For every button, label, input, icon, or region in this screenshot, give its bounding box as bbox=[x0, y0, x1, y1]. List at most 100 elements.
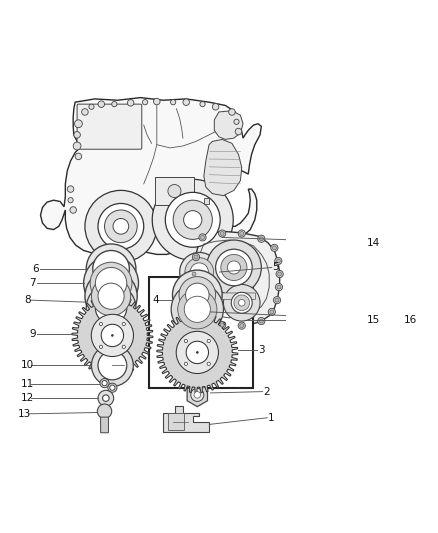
Circle shape bbox=[272, 246, 276, 250]
Circle shape bbox=[275, 257, 282, 264]
FancyBboxPatch shape bbox=[204, 198, 209, 204]
Text: 11: 11 bbox=[21, 379, 34, 390]
Polygon shape bbox=[157, 312, 238, 393]
Circle shape bbox=[195, 306, 199, 310]
Text: 15: 15 bbox=[367, 315, 380, 325]
Circle shape bbox=[277, 285, 281, 289]
Circle shape bbox=[113, 219, 129, 234]
Circle shape bbox=[184, 362, 187, 366]
Circle shape bbox=[74, 120, 82, 128]
Circle shape bbox=[201, 236, 205, 239]
Circle shape bbox=[238, 300, 245, 306]
Circle shape bbox=[258, 235, 265, 243]
Circle shape bbox=[186, 341, 208, 364]
Circle shape bbox=[234, 295, 250, 311]
Circle shape bbox=[95, 292, 127, 324]
Circle shape bbox=[192, 253, 200, 261]
Circle shape bbox=[240, 231, 244, 236]
Text: 10: 10 bbox=[21, 360, 34, 370]
Circle shape bbox=[86, 244, 136, 294]
Circle shape bbox=[186, 259, 212, 285]
Circle shape bbox=[200, 101, 205, 107]
FancyBboxPatch shape bbox=[77, 104, 142, 149]
Circle shape bbox=[212, 103, 219, 110]
Circle shape bbox=[190, 263, 208, 281]
Circle shape bbox=[259, 319, 263, 323]
FancyBboxPatch shape bbox=[168, 413, 184, 430]
Circle shape bbox=[85, 270, 137, 322]
Circle shape bbox=[184, 340, 187, 343]
Circle shape bbox=[207, 362, 210, 366]
Circle shape bbox=[221, 254, 247, 280]
Polygon shape bbox=[214, 111, 243, 140]
Circle shape bbox=[89, 104, 94, 109]
Circle shape bbox=[101, 324, 124, 346]
Circle shape bbox=[165, 192, 220, 247]
Circle shape bbox=[68, 198, 73, 203]
Circle shape bbox=[194, 255, 198, 259]
Circle shape bbox=[98, 283, 124, 309]
Text: 9: 9 bbox=[29, 329, 36, 339]
Circle shape bbox=[240, 324, 244, 328]
Circle shape bbox=[142, 100, 148, 105]
Circle shape bbox=[184, 296, 210, 322]
Circle shape bbox=[220, 231, 224, 236]
Circle shape bbox=[227, 261, 240, 274]
Circle shape bbox=[176, 332, 219, 374]
Circle shape bbox=[194, 304, 201, 312]
Circle shape bbox=[275, 298, 279, 302]
Polygon shape bbox=[40, 98, 261, 254]
Circle shape bbox=[99, 345, 102, 349]
Circle shape bbox=[170, 100, 176, 105]
Circle shape bbox=[235, 128, 242, 135]
Circle shape bbox=[127, 100, 134, 106]
Circle shape bbox=[154, 98, 160, 105]
Polygon shape bbox=[194, 231, 279, 326]
Text: 16: 16 bbox=[404, 315, 417, 325]
Circle shape bbox=[102, 395, 109, 401]
Circle shape bbox=[95, 268, 127, 299]
Polygon shape bbox=[204, 140, 242, 196]
Circle shape bbox=[238, 322, 245, 329]
Circle shape bbox=[259, 237, 263, 241]
Circle shape bbox=[223, 285, 260, 321]
Circle shape bbox=[199, 234, 206, 241]
Circle shape bbox=[191, 389, 204, 401]
Circle shape bbox=[70, 207, 77, 213]
Circle shape bbox=[178, 290, 217, 329]
Polygon shape bbox=[163, 406, 209, 432]
Circle shape bbox=[93, 251, 129, 287]
FancyBboxPatch shape bbox=[155, 176, 194, 205]
Circle shape bbox=[180, 253, 219, 292]
Circle shape bbox=[234, 119, 239, 124]
Circle shape bbox=[204, 317, 208, 321]
Circle shape bbox=[94, 279, 128, 313]
Circle shape bbox=[75, 153, 81, 160]
Circle shape bbox=[105, 210, 137, 243]
Circle shape bbox=[173, 270, 222, 320]
Circle shape bbox=[86, 283, 136, 333]
Circle shape bbox=[191, 270, 198, 278]
Circle shape bbox=[92, 344, 133, 386]
Circle shape bbox=[202, 316, 209, 322]
Text: 5: 5 bbox=[272, 262, 279, 272]
Text: 12: 12 bbox=[21, 393, 34, 403]
FancyBboxPatch shape bbox=[215, 293, 255, 300]
Circle shape bbox=[100, 378, 109, 387]
Circle shape bbox=[183, 99, 190, 106]
Text: 8: 8 bbox=[24, 295, 31, 305]
Circle shape bbox=[91, 314, 134, 357]
Text: 2: 2 bbox=[263, 386, 270, 397]
Circle shape bbox=[271, 244, 278, 252]
Circle shape bbox=[98, 101, 105, 108]
Polygon shape bbox=[187, 383, 208, 407]
Circle shape bbox=[219, 321, 226, 328]
Circle shape bbox=[112, 101, 117, 107]
Circle shape bbox=[229, 109, 235, 115]
Text: 7: 7 bbox=[29, 278, 36, 288]
Circle shape bbox=[184, 211, 202, 229]
Circle shape bbox=[92, 277, 131, 316]
Circle shape bbox=[173, 200, 212, 239]
Circle shape bbox=[268, 308, 276, 316]
Circle shape bbox=[179, 277, 215, 313]
